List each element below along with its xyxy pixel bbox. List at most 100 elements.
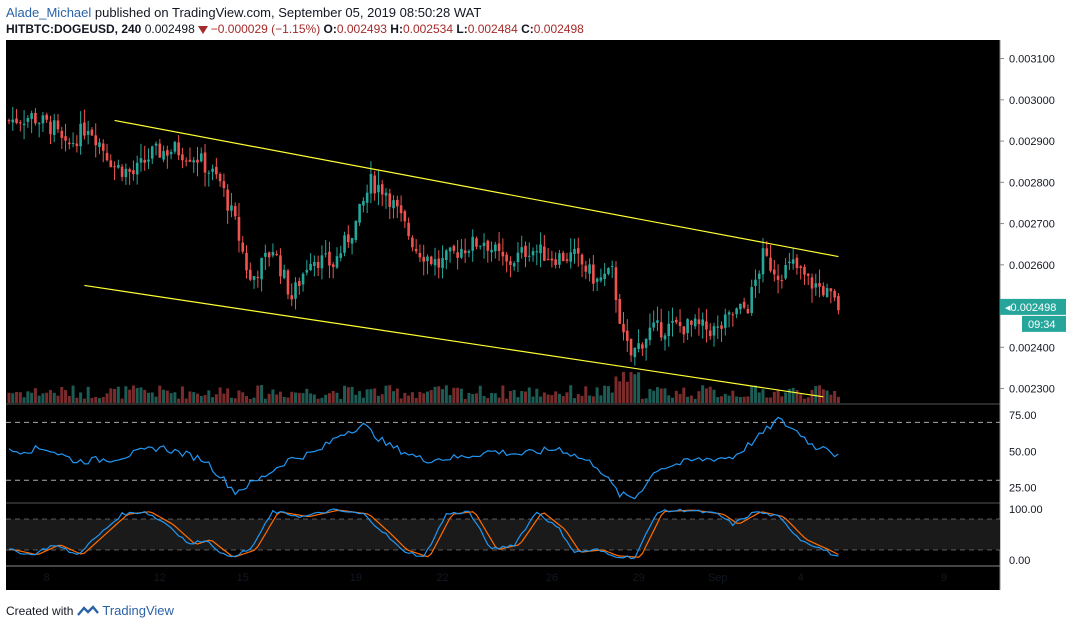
volume-bar [403, 392, 407, 403]
volume-bar [697, 391, 701, 403]
candle-body [188, 159, 192, 162]
volume-bar [561, 396, 565, 403]
candle-body [520, 247, 524, 253]
candle-body [34, 112, 37, 124]
candle-body [331, 264, 335, 267]
volume-bar [757, 392, 761, 403]
tradingview-brand[interactable]: TradingView [102, 603, 174, 618]
candle-body [418, 252, 422, 258]
time-axis: 8 12 15 19 22 26 29 Sep 4 9 [44, 572, 947, 584]
candle-body [196, 159, 199, 163]
volume-bar [180, 386, 184, 403]
time-tick-label: 29 [632, 572, 644, 584]
candle-body [286, 270, 290, 295]
candle-body [354, 220, 358, 241]
candle-body [245, 252, 248, 271]
volume-bar [30, 392, 34, 403]
time-tick-label: 26 [546, 572, 558, 584]
volume-bar [120, 398, 124, 403]
volume-bar [380, 394, 384, 403]
candle-body [720, 325, 723, 329]
candle-body [275, 254, 278, 256]
volume-bar [86, 386, 90, 403]
down-arrow-icon [197, 25, 208, 34]
volume-bar [418, 391, 422, 403]
candle-body [746, 308, 750, 314]
candle-body [37, 123, 41, 125]
volume-bar [467, 392, 471, 403]
candle-body [433, 259, 437, 266]
volume-bar [361, 397, 365, 403]
volume-bar [591, 396, 595, 403]
candle-body [588, 264, 591, 274]
candle-body [780, 279, 784, 281]
volume-bar [795, 390, 799, 403]
low-value: 0.002484 [467, 22, 518, 36]
volume-bar [365, 389, 369, 403]
volume-bar [414, 398, 418, 403]
volume-bar [735, 396, 739, 403]
volume-bar [135, 387, 139, 403]
candle-body [26, 118, 30, 122]
candle-body [316, 261, 320, 269]
candle-body [117, 164, 120, 168]
candle-body [735, 308, 738, 315]
time-tick-label: 9 [941, 572, 947, 584]
volume-bar [188, 391, 192, 403]
upper-channel-line [114, 119, 839, 258]
candle-body [199, 153, 203, 162]
volume-bar [622, 371, 626, 403]
stoch-k-line [9, 508, 839, 560]
volume-bar [399, 398, 403, 403]
volume-bar [648, 388, 652, 403]
volume-bar [682, 387, 686, 403]
volume-bar [241, 392, 245, 403]
candle-body [380, 184, 384, 195]
volume-bar [146, 392, 150, 403]
author-link[interactable]: Alade_Michael [6, 5, 92, 20]
candle-body [132, 170, 135, 175]
candle-body [158, 143, 162, 158]
volume-bar [286, 397, 290, 403]
candle-body [7, 120, 11, 122]
volume-bar [388, 385, 392, 403]
volume-bar [165, 390, 169, 403]
volume-bar [731, 390, 735, 403]
volume-bar [169, 393, 173, 403]
candle-body [652, 322, 655, 328]
candle-body [45, 114, 48, 120]
last-price: 0.002498 [144, 22, 195, 36]
volume-bar [199, 396, 203, 403]
volume-bar [56, 395, 60, 403]
volume-bar [671, 397, 675, 403]
candle-body [656, 320, 659, 323]
candle-body [614, 267, 618, 301]
candle-body [252, 276, 256, 280]
chart-area[interactable]: 0.003100 0.003000 0.002900 0.002800 0.002700… [0, 40, 1073, 595]
candle-body [377, 184, 380, 193]
candle-body [215, 166, 218, 175]
lower-channel-line [84, 284, 824, 398]
volume-bar [723, 393, 727, 403]
volume-bars [7, 371, 840, 403]
candle-body [282, 269, 286, 279]
candle-body [11, 119, 15, 123]
candle-body [422, 256, 425, 262]
candle-body [592, 264, 595, 284]
stoch-tick-label: 0.00 [1009, 555, 1030, 567]
price-tick-label: 0.003100 [1009, 54, 1055, 66]
candle-body [90, 129, 94, 136]
candle-body [445, 250, 448, 261]
volume-bar [565, 392, 569, 403]
volume-bar [97, 398, 101, 403]
candle-body [637, 343, 640, 349]
candle-body [403, 211, 407, 222]
candle-body [716, 326, 720, 328]
candle-body [365, 192, 369, 203]
volume-bar [637, 372, 641, 403]
candle-body [305, 269, 309, 273]
volume-bar [667, 395, 671, 403]
rsi-tick-label: 25.00 [1009, 483, 1037, 495]
volume-bar [810, 389, 814, 403]
volume-bar [776, 389, 780, 403]
